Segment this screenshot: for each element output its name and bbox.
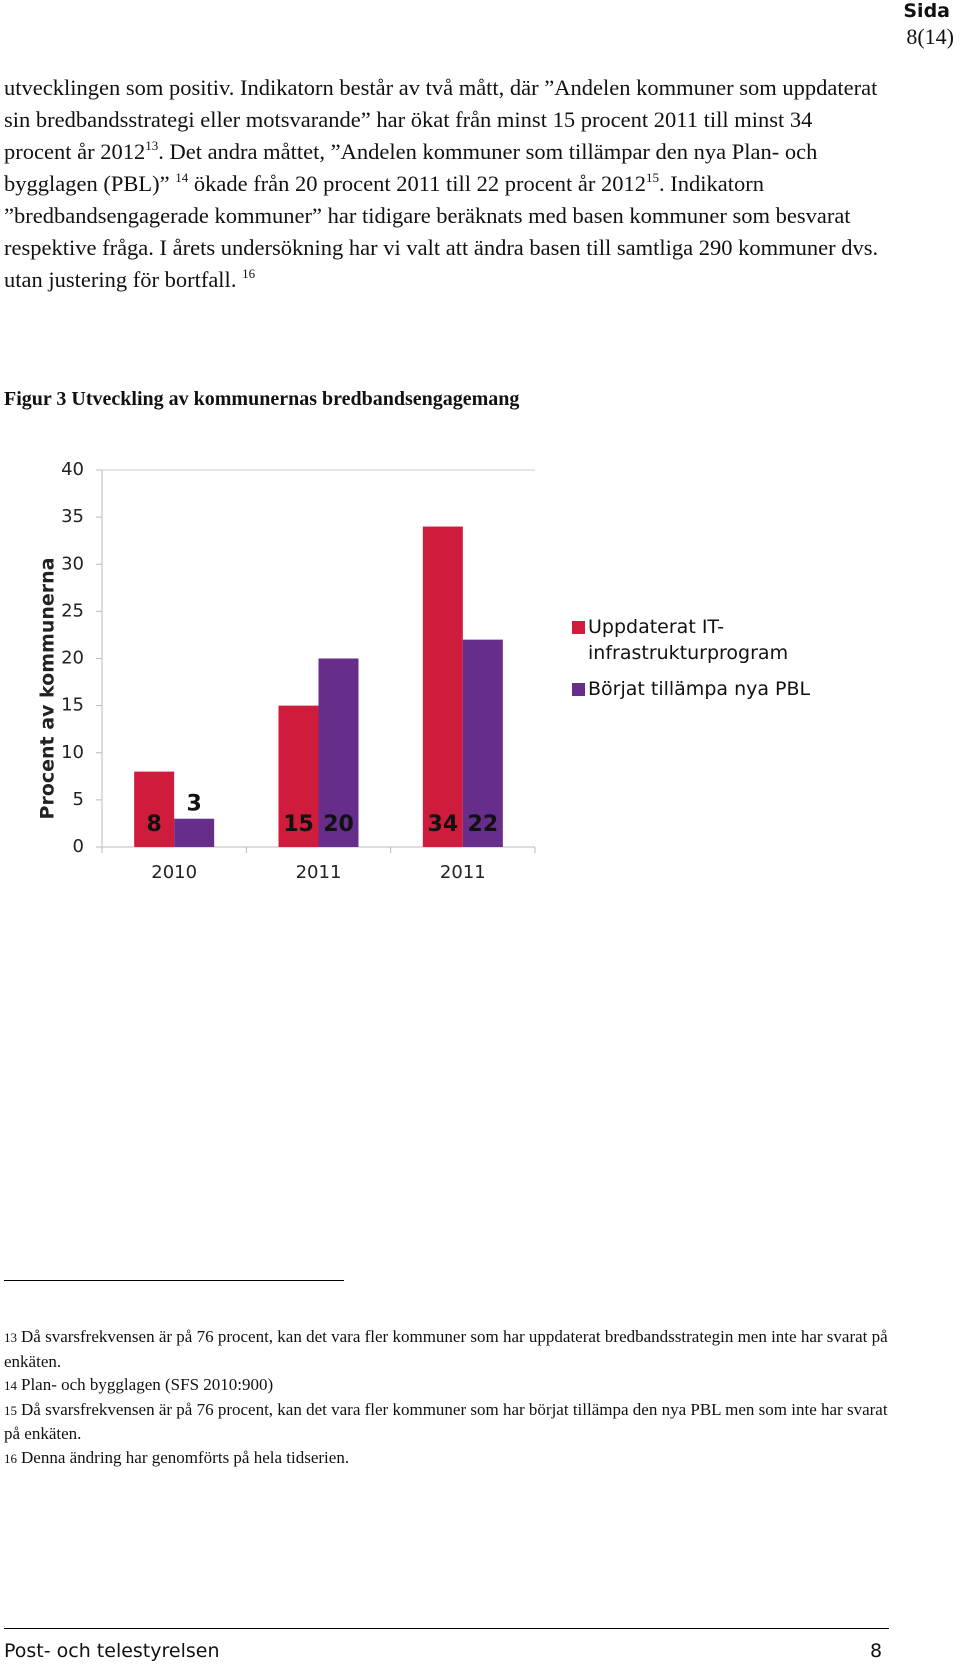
legend-item: Börjat tillämpa nya PBL — [572, 676, 812, 702]
footnote-text: Plan- och bygglagen (SFS 2010:900) — [21, 1375, 274, 1394]
data-label: 22 — [468, 812, 499, 837]
legend-label: Börjat tillämpa nya PBL — [588, 678, 811, 700]
y-axis-title: Procent av kommunerna — [37, 558, 59, 820]
legend-item: Uppdaterat IT-infrastrukturprogram — [572, 614, 812, 666]
legend-label: Uppdaterat IT-infrastrukturprogram — [588, 616, 789, 664]
bar — [174, 818, 215, 847]
footnote-ref: 13 — [145, 138, 159, 153]
footnote-ref: 15 — [646, 170, 659, 185]
y-tick-label: 25 — [61, 600, 84, 621]
footnote-number: 13 — [4, 1330, 17, 1345]
x-tick-label: 2011 — [296, 862, 342, 883]
legend: Uppdaterat IT-infrastrukturprogram Börjat… — [572, 614, 812, 712]
bar — [278, 705, 319, 847]
data-label: 3 — [187, 792, 202, 817]
y-tick-label: 30 — [61, 553, 84, 574]
x-tick-label: 2010 — [151, 862, 197, 883]
footnote: 15 Då svarsfrekvensen är på 76 procent, k… — [4, 1398, 904, 1446]
bar — [134, 771, 175, 847]
data-label: 8 — [147, 812, 162, 837]
y-tick-label: 5 — [73, 789, 84, 810]
y-tick-label: 35 — [61, 506, 84, 527]
bar — [318, 658, 359, 847]
x-tick-label: 2011 — [440, 862, 486, 883]
bar — [422, 526, 463, 847]
footer-organization: Post- och telestyrelsen — [4, 1640, 220, 1662]
data-label: 15 — [283, 812, 314, 837]
figure-caption: Figur 3 Utveckling av kommunernas bredba… — [4, 388, 520, 410]
footnote: 13 Då svarsfrekvensen är på 76 procent, k… — [4, 1325, 904, 1373]
header-label: Sida — [903, 0, 950, 22]
footnote-number: 15 — [4, 1402, 17, 1418]
footer-page: 8 — [870, 1640, 883, 1662]
data-label: 20 — [323, 812, 354, 837]
legend-swatch — [572, 621, 585, 634]
footnote-rule — [4, 1280, 344, 1281]
header-page: 8(14) — [906, 24, 954, 49]
y-tick-label: 40 — [61, 459, 84, 480]
footnote-ref: 16 — [242, 266, 256, 281]
footer-rule — [4, 1628, 889, 1629]
body-text: utvecklingen som positiv. Indikatorn bes… — [4, 72, 884, 296]
body-text-run: . Det andra måttet, ”Andelen kommuner so… — [4, 139, 818, 196]
footnote-number: 14 — [4, 1378, 17, 1393]
body-text-run: . Indikatorn ”bredbandsengagerade kommun… — [4, 171, 879, 292]
y-tick-label: 10 — [61, 742, 84, 763]
footnote-ref: 14 — [175, 170, 189, 185]
footnote: 16 Denna ändring har genomförts på hela t… — [4, 1446, 904, 1471]
bar — [462, 639, 503, 847]
y-tick-label: 20 — [61, 648, 84, 669]
footnote-text: Då svarsfrekvensen är på 76 procent, kan… — [4, 1327, 888, 1371]
footnote-text: Då svarsfrekvensen är på 76 procent, kan… — [4, 1399, 888, 1444]
body-text-run: utvecklingen som positiv. Indikatorn bes… — [4, 75, 878, 164]
y-tick-label: 15 — [61, 695, 84, 716]
footnote-number: 16 — [4, 1450, 17, 1466]
data-label: 34 — [428, 812, 459, 837]
legend-swatch — [572, 683, 585, 696]
footnotes: 13 Då svarsfrekvensen är på 76 procent, k… — [4, 1325, 904, 1470]
footnote-text: Denna ändring har genomförts på hela tid… — [21, 1447, 350, 1467]
footnote: 14 Plan- och bygglagen (SFS 2010:900) — [4, 1373, 904, 1398]
y-tick-label: 0 — [73, 836, 84, 857]
body-text-run: ökade från 20 procent 2011 till 22 proce… — [188, 171, 646, 196]
